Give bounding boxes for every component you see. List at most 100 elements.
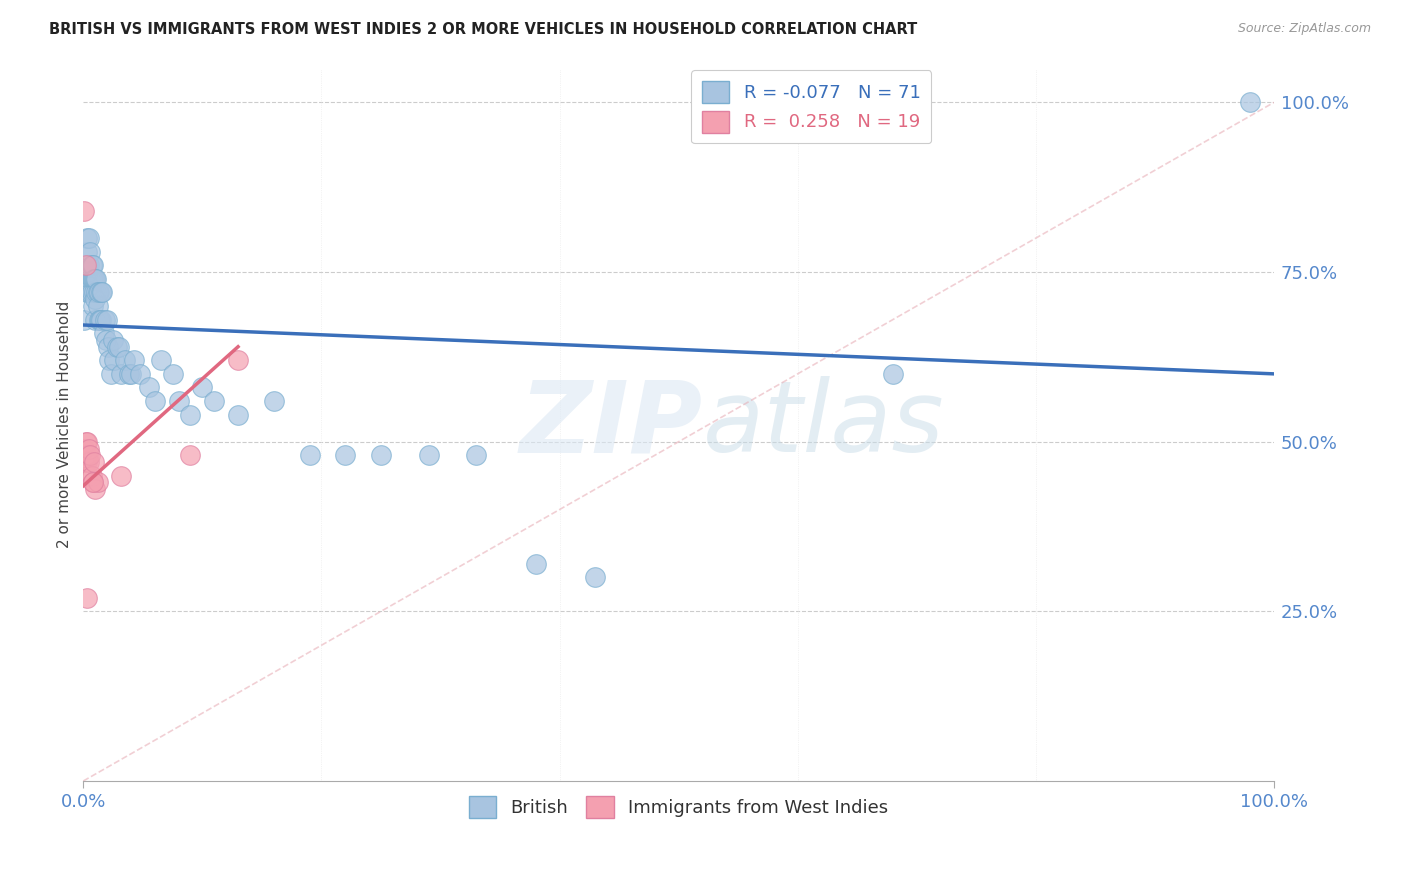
Point <box>82 272 104 286</box>
Point <box>77 285 100 300</box>
Point <box>143 394 166 409</box>
Point <box>75 258 97 272</box>
Point <box>75 285 97 300</box>
Point <box>583 570 606 584</box>
Point <box>91 285 114 300</box>
Point <box>94 333 117 347</box>
Point <box>84 482 107 496</box>
Point <box>418 448 440 462</box>
Point <box>149 353 172 368</box>
Point <box>83 272 105 286</box>
Text: Source: ZipAtlas.com: Source: ZipAtlas.com <box>1237 22 1371 36</box>
Point <box>84 312 107 326</box>
Point <box>80 468 103 483</box>
Point <box>298 448 321 462</box>
Point <box>76 244 98 259</box>
Point <box>335 448 357 462</box>
Point <box>84 272 107 286</box>
Point <box>524 557 547 571</box>
Point <box>76 231 98 245</box>
Point <box>90 312 112 326</box>
Point <box>83 455 105 469</box>
Point <box>1239 95 1261 110</box>
Point <box>202 394 225 409</box>
Point <box>77 278 100 293</box>
Point <box>76 434 98 449</box>
Point <box>89 312 111 326</box>
Point <box>179 448 201 462</box>
Point <box>76 455 98 469</box>
Point <box>114 353 136 368</box>
Point <box>108 340 131 354</box>
Point <box>93 312 115 326</box>
Point <box>162 367 184 381</box>
Point <box>86 285 108 300</box>
Point <box>98 353 121 368</box>
Point <box>79 448 101 462</box>
Point <box>84 292 107 306</box>
Y-axis label: 2 or more Vehicles in Household: 2 or more Vehicles in Household <box>58 301 72 549</box>
Point <box>80 285 103 300</box>
Point <box>77 265 100 279</box>
Point <box>86 299 108 313</box>
Point <box>73 442 96 456</box>
Point <box>96 312 118 326</box>
Point <box>138 380 160 394</box>
Point <box>167 394 190 409</box>
Point <box>77 258 100 272</box>
Point <box>79 272 101 286</box>
Point <box>179 408 201 422</box>
Point <box>191 380 214 394</box>
Point <box>101 333 124 347</box>
Point <box>77 455 100 469</box>
Point <box>75 455 97 469</box>
Point <box>86 475 108 490</box>
Point <box>77 231 100 245</box>
Point <box>90 285 112 300</box>
Point <box>103 353 125 368</box>
Point <box>882 367 904 381</box>
Point <box>87 312 110 326</box>
Point <box>226 408 249 422</box>
Point <box>75 448 97 462</box>
Point <box>73 455 96 469</box>
Point <box>86 285 108 300</box>
Point <box>120 367 142 381</box>
Point <box>83 285 105 300</box>
Point <box>465 448 488 462</box>
Point <box>73 312 96 326</box>
Point <box>110 468 132 483</box>
Point <box>77 448 100 462</box>
Point <box>370 448 392 462</box>
Point <box>129 367 152 381</box>
Point <box>79 244 101 259</box>
Text: ZIP: ZIP <box>519 376 703 474</box>
Point <box>124 353 146 368</box>
Legend: British, Immigrants from West Indies: British, Immigrants from West Indies <box>461 789 896 825</box>
Point <box>117 367 139 381</box>
Point <box>82 299 104 313</box>
Point <box>97 340 120 354</box>
Point <box>263 394 285 409</box>
Text: BRITISH VS IMMIGRANTS FROM WEST INDIES 2 OR MORE VEHICLES IN HOUSEHOLD CORRELATI: BRITISH VS IMMIGRANTS FROM WEST INDIES 2… <box>49 22 918 37</box>
Text: atlas: atlas <box>703 376 943 474</box>
Point <box>100 367 122 381</box>
Point <box>77 468 100 483</box>
Point <box>82 475 104 490</box>
Point <box>93 326 115 340</box>
Point <box>86 272 108 286</box>
Point <box>73 204 96 219</box>
Point <box>77 442 100 456</box>
Point <box>80 258 103 272</box>
Point <box>110 367 132 381</box>
Point <box>87 285 110 300</box>
Point <box>76 258 98 272</box>
Point <box>75 272 97 286</box>
Point <box>105 340 128 354</box>
Point <box>82 475 104 490</box>
Point <box>82 258 104 272</box>
Point <box>79 285 101 300</box>
Point <box>75 434 97 449</box>
Point <box>226 353 249 368</box>
Point <box>76 591 98 605</box>
